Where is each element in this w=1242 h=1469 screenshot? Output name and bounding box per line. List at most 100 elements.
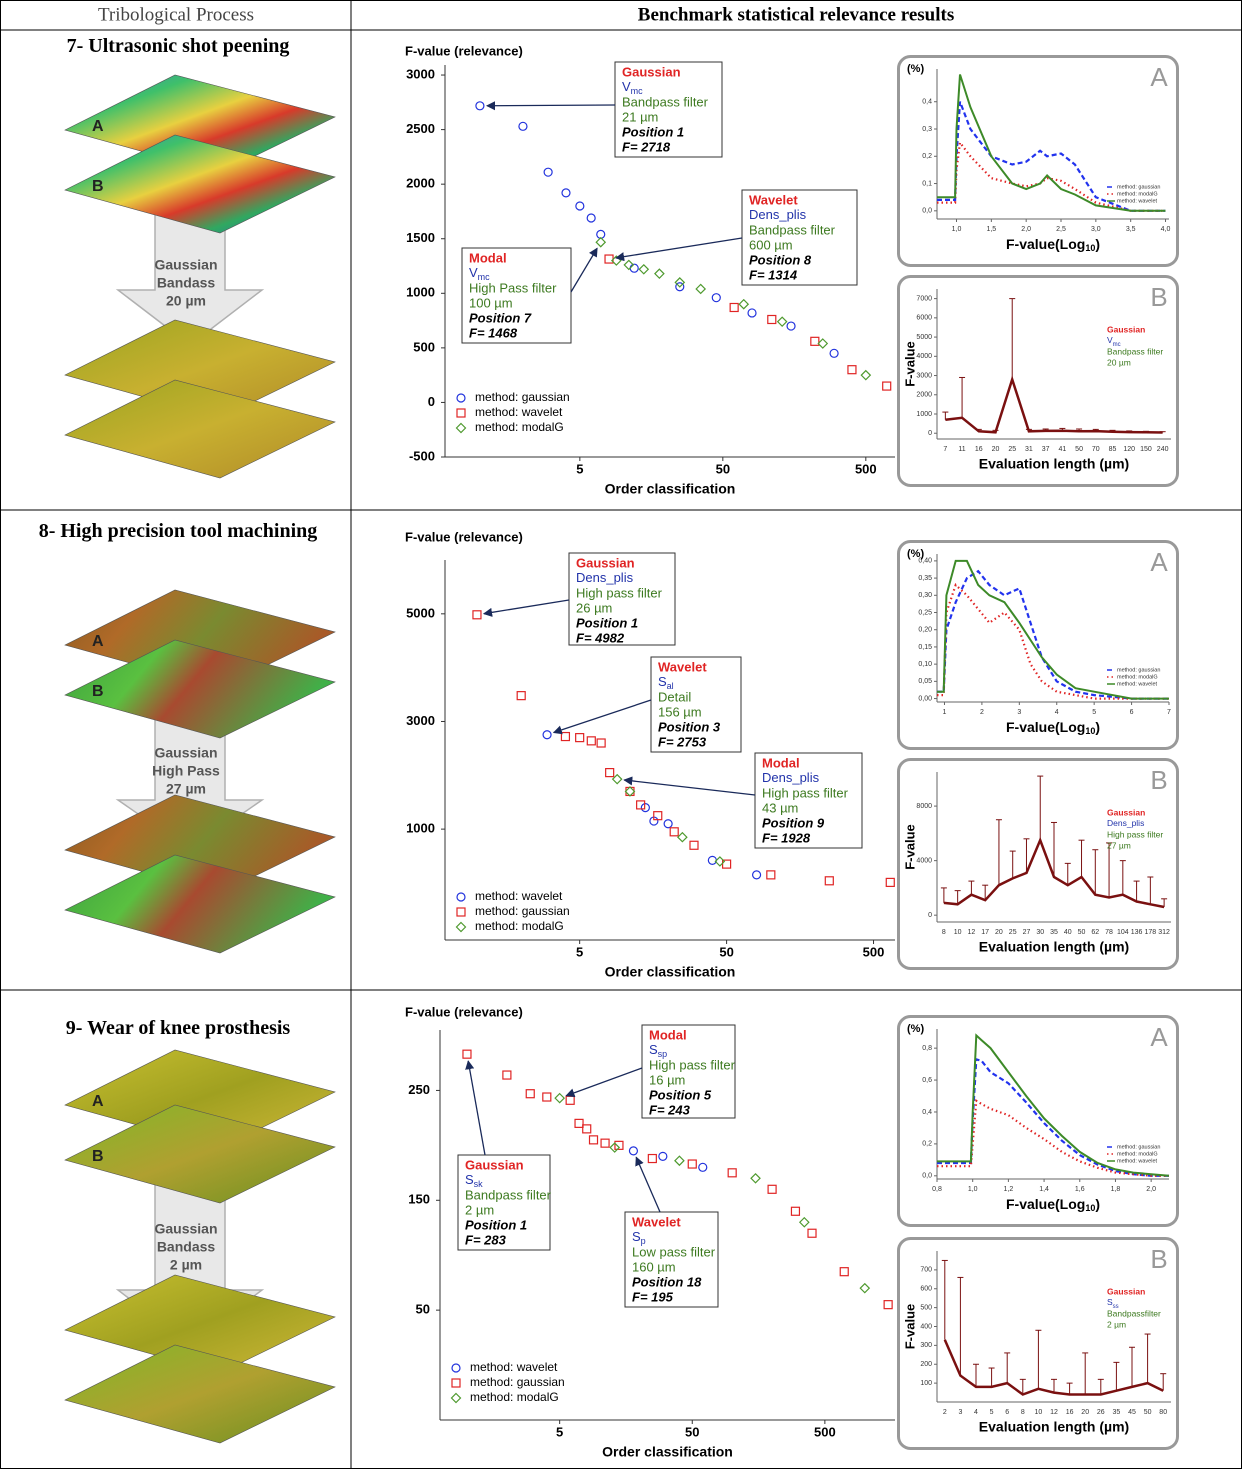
caption-filter: Bandpassfilter bbox=[1107, 1308, 1161, 1318]
y-tick-label: 2500 bbox=[406, 121, 435, 136]
annotation-position: Position 7 bbox=[469, 310, 532, 325]
data-point bbox=[810, 336, 820, 346]
x-tick-label: 136 bbox=[1131, 929, 1143, 936]
annotation-param: Vmc bbox=[469, 265, 490, 282]
y-tick-label: 700 bbox=[920, 1267, 932, 1274]
data-point bbox=[586, 736, 596, 746]
filter-label: High Pass bbox=[152, 763, 220, 779]
x-tick-label: 2,0 bbox=[1021, 226, 1031, 233]
data-point bbox=[860, 369, 872, 381]
data-point bbox=[472, 610, 482, 620]
annotation-filter: Detail bbox=[658, 689, 691, 704]
y-tick-label: 0,35 bbox=[918, 575, 932, 582]
annotation-method: Wavelet bbox=[632, 1214, 681, 1229]
data-point bbox=[575, 733, 585, 743]
process-title: 9- Wear of knee prosthesis bbox=[65, 1017, 291, 1039]
x-tick-label: 312 bbox=[1158, 929, 1170, 936]
y-tick-label: 8000 bbox=[916, 803, 932, 810]
data-point bbox=[766, 870, 776, 880]
y-tick-label: 0,4 bbox=[922, 1109, 932, 1116]
data-point bbox=[883, 1300, 893, 1310]
inset-frame bbox=[897, 55, 1179, 267]
legend-label: method: gaussian bbox=[470, 1375, 565, 1389]
caption-method: Gaussian bbox=[1107, 807, 1145, 817]
y-tick-label: 600 bbox=[920, 1286, 932, 1293]
legend-label: method: gaussian bbox=[475, 904, 570, 918]
header-cell: Benchmark statistical relevance results bbox=[638, 4, 954, 25]
x-tick-label: 50 bbox=[1144, 1409, 1152, 1416]
y-tick-label: 0,10 bbox=[918, 661, 932, 668]
annotation-length: 16 µm bbox=[649, 1072, 685, 1087]
data-point bbox=[605, 768, 615, 778]
annotation-fvalue: F= 2718 bbox=[622, 139, 671, 154]
param-symbol: S bbox=[649, 1042, 658, 1057]
annotation-position: Position 1 bbox=[465, 1217, 527, 1232]
annotation-method: Gaussian bbox=[622, 64, 681, 79]
x-tick-label: 62 bbox=[1091, 929, 1099, 936]
data-point bbox=[829, 348, 839, 358]
data-point bbox=[638, 263, 650, 275]
x-axis-label: F-value(Log10) bbox=[1006, 1196, 1100, 1214]
data-point bbox=[596, 738, 606, 748]
legend-label: method: gaussian bbox=[1117, 1144, 1160, 1150]
annotation-fvalue: F= 283 bbox=[465, 1232, 507, 1247]
x-tick-label: 78 bbox=[1105, 929, 1113, 936]
annotation-param: Dens_plis bbox=[576, 570, 634, 585]
y-axis-label: F-value (relevance) bbox=[405, 1004, 523, 1019]
annotation-position: Position 1 bbox=[622, 124, 684, 139]
filter-label: Bandass bbox=[157, 275, 216, 291]
inset-letter: A bbox=[1150, 1022, 1168, 1052]
x-tick-label: 10 bbox=[954, 929, 962, 936]
annotation-filter: High pass filter bbox=[576, 585, 663, 600]
data-point bbox=[663, 819, 673, 829]
annotation-length: 43 µm bbox=[762, 800, 798, 815]
annotation-param: Vmc bbox=[622, 79, 643, 96]
x-tick-label: 31 bbox=[1025, 446, 1033, 453]
annotation-method: Gaussian bbox=[576, 555, 635, 570]
filter-label: 2 µm bbox=[170, 1257, 202, 1273]
data-point bbox=[518, 121, 528, 131]
x-label-main: F-value(Log bbox=[1006, 719, 1085, 735]
x-tick-label: 104 bbox=[1117, 929, 1129, 936]
data-point bbox=[674, 1155, 685, 1167]
x-axis-label: F-value(Log10) bbox=[1006, 236, 1100, 254]
data-point bbox=[707, 855, 717, 865]
y-tick-label: 3000 bbox=[916, 372, 932, 379]
filter-label: 20 µm bbox=[166, 293, 206, 309]
x-tick-label: 30 bbox=[1036, 929, 1044, 936]
x-tick-label: 20 bbox=[995, 929, 1003, 936]
y-tick-label: 0,2 bbox=[922, 1141, 932, 1148]
x-tick-label: 12 bbox=[968, 929, 976, 936]
y-tick-label: 1000 bbox=[916, 411, 932, 418]
inset-frame bbox=[897, 1015, 1179, 1227]
param-subscript: mc bbox=[631, 86, 643, 96]
x-axis-label: Evaluation length (µm) bbox=[979, 456, 1129, 472]
data-point bbox=[747, 308, 757, 318]
x-label-subscript: 10 bbox=[1085, 243, 1095, 253]
data-point bbox=[689, 840, 699, 850]
y-tick-label: 0,6 bbox=[922, 1077, 932, 1084]
x-tick-label: 4 bbox=[974, 1409, 978, 1416]
x-tick-label: 6 bbox=[1005, 1409, 1009, 1416]
y-tick-label: 0,15 bbox=[918, 644, 932, 651]
x-tick-label: 25 bbox=[1008, 446, 1016, 453]
param-subscript: mc bbox=[478, 272, 490, 282]
annotation-box bbox=[650, 656, 742, 753]
x-tick-label: 3 bbox=[1017, 709, 1021, 716]
data-point bbox=[636, 800, 646, 810]
x-tick-label: 2 bbox=[943, 1409, 947, 1416]
series-line bbox=[937, 1098, 1169, 1177]
data-point bbox=[574, 1118, 584, 1128]
x-tick-label: 50 bbox=[685, 1424, 699, 1439]
param-symbol: S bbox=[1107, 1297, 1113, 1307]
data-point bbox=[767, 314, 777, 325]
inset-frame bbox=[897, 275, 1179, 487]
data-point bbox=[625, 786, 635, 797]
annotation-fvalue: F= 1468 bbox=[469, 325, 518, 340]
data-point bbox=[859, 1282, 871, 1294]
y-tick-label: 0,2 bbox=[922, 153, 932, 160]
x-axis-label: Evaluation length (µm) bbox=[979, 939, 1129, 955]
data-point bbox=[475, 101, 485, 111]
x-tick-label: 20 bbox=[1081, 1409, 1089, 1416]
inset-letter: B bbox=[1150, 765, 1167, 795]
